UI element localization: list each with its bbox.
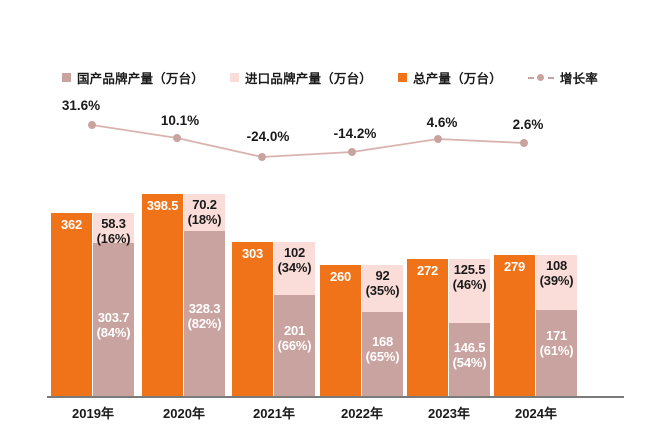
legend-line-marker-icon — [527, 73, 554, 82]
legend-label-import: 进口品牌产量（万台） — [244, 72, 372, 86]
legend-label-domestic: 国产品牌产量（万台） — [76, 72, 204, 86]
growth-rate-polyline — [91, 124, 525, 158]
growth-rate-point-2019 — [88, 121, 96, 129]
legend-label-total: 总产量（万台） — [413, 72, 502, 86]
growth-rate-label-2024: 2.6% — [512, 117, 544, 132]
bar-segment-domestic-2020[interactable] — [184, 231, 225, 397]
legend-swatch-total — [398, 73, 407, 82]
bar-segment-import-2019[interactable] — [93, 213, 134, 243]
x-axis-tick-2019: 2019年 — [72, 406, 114, 421]
bar-stacked-2020[interactable]: 70.2 (18%) 328.3 (82%) — [184, 194, 225, 397]
growth-rate-point-2023 — [434, 135, 442, 143]
bar-group-2022: 260 92 (35%) 168 (65%) — [320, 264, 404, 397]
bar-stacked-2019[interactable]: 58.3 (16%) 303.7 (84%) — [93, 213, 134, 397]
bar-value-total-2021: 303 — [241, 246, 264, 261]
legend-swatch-import — [229, 73, 239, 82]
bar-segment-domestic-2024[interactable] — [536, 310, 577, 397]
bar-value-domestic-2020: 328.3 (82%) — [187, 301, 222, 331]
bar-segment-import-2024[interactable] — [536, 255, 577, 310]
bar-segment-import-2021[interactable] — [274, 242, 315, 295]
legend-swatch-domestic — [61, 73, 71, 82]
legend-label-growth-rate: 增长率 — [559, 72, 599, 86]
bar-value-domestic-2019: 303.7 (84%) — [96, 310, 131, 340]
bar-total-2022[interactable]: 260 — [320, 265, 361, 397]
bar-stacked-2024[interactable]: 108 (39%) 171 (61%) — [536, 255, 577, 397]
chart-legend: 国产品牌产量（万台） 进口品牌产量（万台） 总产量（万台） 增长率 — [0, 68, 660, 87]
bar-value-domestic-2022: 168 (65%) — [365, 334, 400, 364]
bar-group-2021: 303 102 (34%) 201 (66%) — [232, 241, 316, 397]
bar-total-2020[interactable]: 398.5 — [142, 194, 183, 397]
bar-group-2023: 272 125.5 (46%) 146.5 (54%) — [407, 258, 491, 397]
bar-value-total-2023: 272 — [416, 263, 439, 278]
bar-segment-domestic-2022[interactable] — [362, 312, 403, 397]
x-axis-tick-2022: 2022年 — [341, 406, 383, 421]
growth-rate-label-2020: 10.1% — [160, 113, 200, 128]
legend-item-total[interactable]: 总产量（万台） — [398, 68, 502, 87]
x-axis-tick-2023: 2023年 — [428, 406, 470, 421]
bar-segment-domestic-2019[interactable] — [93, 243, 134, 397]
growth-rate-point-2024 — [520, 139, 528, 147]
bar-value-domestic-2023: 146.5 (54%) — [452, 340, 487, 370]
growth-rate-label-2023: 4.6% — [426, 115, 458, 130]
bar-stacked-2022[interactable]: 92 (35%) 168 (65%) — [362, 265, 403, 397]
legend-item-domestic[interactable]: 国产品牌产量（万台） — [61, 68, 204, 87]
bar-segment-import-2023[interactable] — [449, 259, 490, 323]
growth-rate-label-2019: 31.6% — [61, 98, 101, 113]
bar-value-total-2024: 279 — [503, 259, 526, 274]
bar-value-domestic-2021: 201 (66%) — [277, 323, 312, 353]
growth-rate-label-2022: -14.2% — [333, 126, 377, 141]
bar-group-2020: 398.5 70.2 (18%) 328.3 (82%) — [142, 192, 226, 397]
bar-segment-import-2020[interactable] — [184, 194, 225, 231]
bar-total-2021[interactable]: 303 — [232, 242, 273, 397]
bar-value-import-2020: 70.2 (18%) — [187, 197, 222, 227]
x-axis-tick-2024: 2024年 — [515, 406, 557, 421]
bar-segment-domestic-2023[interactable] — [449, 323, 490, 397]
bar-value-total-2019: 362 — [60, 217, 83, 232]
bar-value-import-2024: 108 (39%) — [539, 258, 574, 288]
bar-total-2019[interactable]: 362 — [51, 213, 92, 397]
bar-segment-import-2022[interactable] — [362, 265, 403, 312]
x-axis-line — [47, 396, 624, 398]
growth-rate-point-2020 — [173, 134, 181, 142]
bar-value-domestic-2024: 171 (61%) — [539, 328, 574, 358]
bar-total-2024[interactable]: 279 — [494, 255, 535, 397]
bar-value-total-2020: 398.5 — [146, 198, 179, 213]
bar-group-2019: 362 58.3 (16%) 303.7 (84%) — [51, 212, 135, 397]
bar-group-2024: 279 108 (39%) 171 (61%) — [494, 254, 578, 397]
bar-total-2023[interactable]: 272 — [407, 259, 448, 397]
x-axis-tick-2020: 2020年 — [163, 406, 205, 421]
bar-value-total-2022: 260 — [329, 269, 352, 284]
bar-value-import-2021: 102 (34%) — [277, 245, 312, 275]
bar-value-import-2019: 58.3 (16%) — [96, 216, 131, 246]
bar-stacked-2023[interactable]: 125.5 (46%) 146.5 (54%) — [449, 259, 490, 397]
x-axis-tick-2021: 2021年 — [253, 406, 295, 421]
legend-item-growth-rate[interactable]: 增长率 — [527, 68, 599, 87]
bar-stacked-2021[interactable]: 102 (34%) 201 (66%) — [274, 242, 315, 397]
growth-rate-point-2022 — [348, 148, 356, 156]
bar-value-import-2022: 92 (35%) — [365, 268, 400, 298]
legend-item-import[interactable]: 进口品牌产量（万台） — [229, 68, 372, 87]
growth-rate-label-2021: -24.0% — [246, 129, 290, 144]
growth-rate-point-2021 — [258, 153, 266, 161]
bar-segment-domestic-2021[interactable] — [274, 295, 315, 397]
bar-value-import-2023: 125.5 (46%) — [452, 262, 487, 292]
